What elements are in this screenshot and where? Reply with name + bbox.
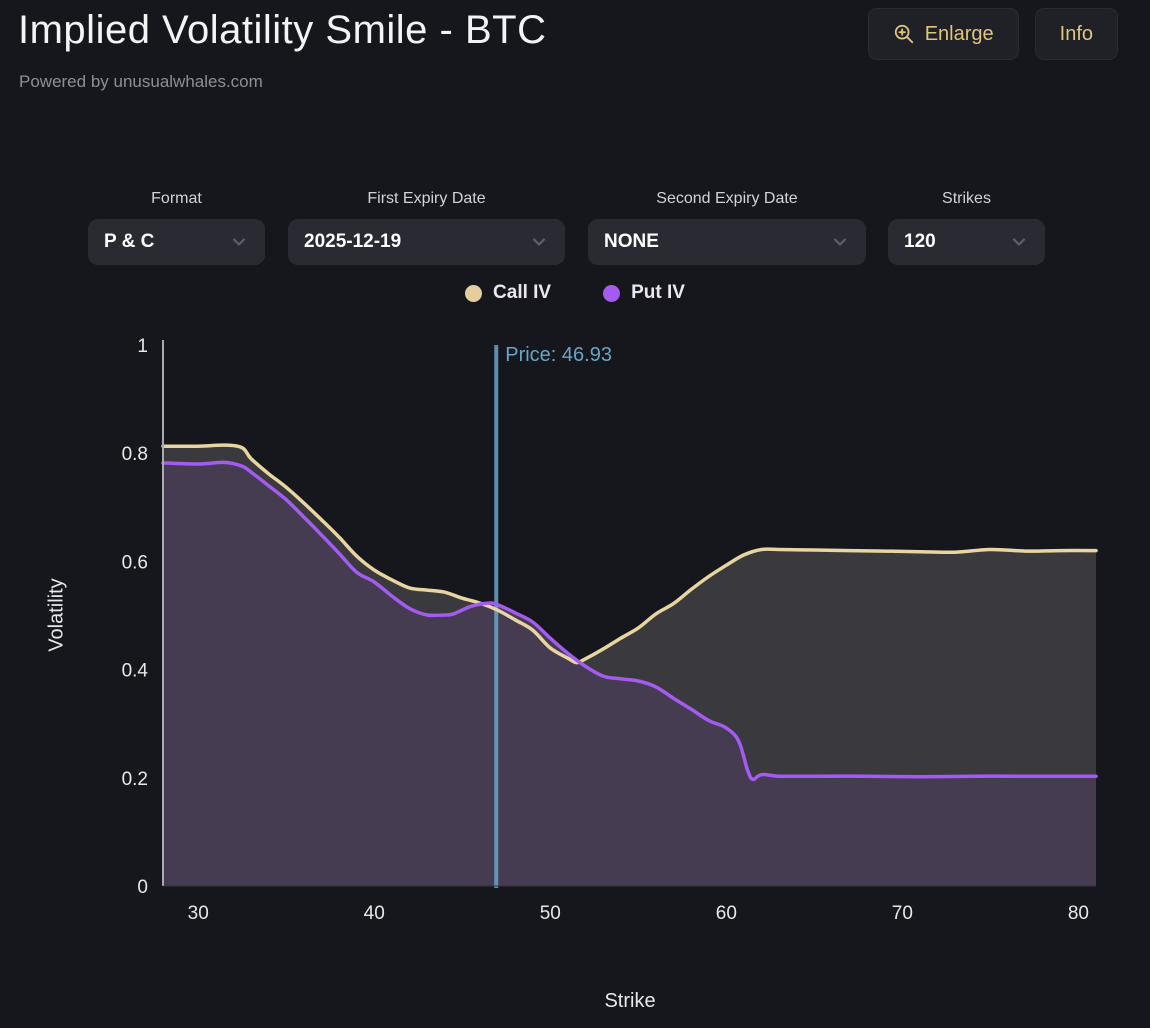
chevron-down-icon	[833, 238, 847, 246]
x-tick-label: 50	[540, 903, 561, 924]
y-tick-label: 0.4	[122, 661, 149, 682]
first-expiry-value: 2025-12-19	[304, 231, 402, 252]
strikes-label: Strikes	[942, 190, 991, 207]
zoom-in-icon	[894, 24, 913, 44]
format-dropdown[interactable]: P & C	[88, 219, 265, 265]
format-value: P & C	[104, 231, 155, 252]
second-expiry-value: NONE	[604, 231, 659, 252]
call-iv-dot	[465, 284, 483, 302]
y-tick-label: 0.8	[122, 444, 148, 465]
enlarge-label: Enlarge	[924, 22, 994, 45]
chevron-down-icon	[1012, 238, 1026, 246]
y-tick-label: 0	[137, 877, 148, 898]
format-control: Format P & C	[88, 190, 265, 265]
x-tick-label: 80	[1068, 903, 1089, 924]
header-buttons: Enlarge Info	[867, 8, 1118, 60]
put-iv-area	[163, 462, 1096, 886]
format-label: Format	[151, 190, 202, 207]
strikes-value: 120	[904, 231, 936, 252]
page-title: Implied Volatility Smile - BTC	[18, 8, 547, 52]
put-iv-label: Put IV	[631, 282, 685, 303]
y-tick-label: 0.6	[122, 552, 148, 573]
y-tick-label: 1	[137, 338, 148, 357]
first-expiry-control: First Expiry Date 2025-12-19	[288, 190, 565, 265]
second-expiry-dropdown[interactable]: NONE	[588, 219, 866, 265]
first-expiry-dropdown[interactable]: 2025-12-19	[288, 219, 565, 265]
chevron-down-icon	[532, 238, 546, 246]
enlarge-button[interactable]: Enlarge	[867, 8, 1019, 60]
call-iv-line	[161, 443, 1098, 665]
strikes-dropdown[interactable]: 120	[888, 219, 1045, 265]
second-expiry-label: Second Expiry Date	[656, 190, 798, 207]
iv-smile-chart: 0 0.2 0.4 0.6 0.8 1 30 40 50 60 70 80 Price: 46.93 V…	[0, 338, 1150, 1028]
put-iv-dot	[603, 284, 621, 302]
call-iv-label: Call IV	[493, 282, 552, 303]
info-button[interactable]: Info	[1034, 8, 1118, 60]
legend-put-iv[interactable]: Put IV	[603, 282, 685, 304]
strikes-control: Strikes 120	[888, 190, 1045, 265]
legend: Call IV Put IV	[0, 282, 1150, 304]
powered-by-text: Powered by unusualwhales.com	[19, 72, 263, 91]
put-iv-line	[161, 460, 1098, 782]
x-tick-label: 30	[188, 903, 209, 924]
x-tick-label: 40	[364, 903, 385, 924]
chart-canvas: 0 0.2 0.4 0.6 0.8 1 30 40 50 60 70 80 Price: 46.93	[122, 338, 1098, 924]
first-expiry-label: First Expiry Date	[367, 190, 486, 207]
chevron-down-icon	[232, 238, 246, 246]
legend-call-iv[interactable]: Call IV	[465, 282, 551, 304]
x-tick-label: 70	[892, 903, 913, 924]
x-tick-label: 60	[716, 903, 737, 924]
price-label: Price: 46.93	[505, 344, 612, 366]
info-label: Info	[1059, 22, 1093, 45]
y-tick-label: 0.2	[122, 769, 148, 790]
second-expiry-control: Second Expiry Date NONE	[588, 190, 866, 265]
x-axis-title: Strike	[604, 990, 656, 1012]
y-axis-title: Volatility	[45, 578, 68, 652]
